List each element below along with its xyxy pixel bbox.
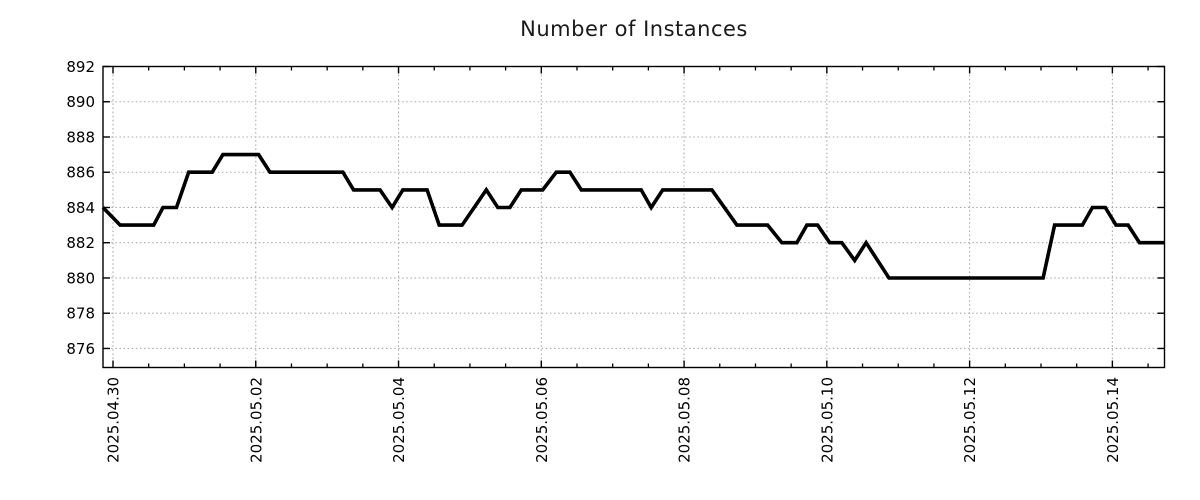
- x-tick-label: 2025.04.30: [104, 377, 122, 463]
- y-tick-label: 888: [66, 128, 95, 146]
- y-tick-label: 878: [66, 305, 95, 323]
- y-tick-label: 884: [66, 199, 95, 217]
- x-tick-label: 2025.05.06: [533, 377, 551, 463]
- y-tick-label: 880: [66, 269, 95, 287]
- x-tick-label: 2025.05.14: [1104, 377, 1122, 463]
- plot-border: [102, 65, 1166, 369]
- x-tick-label: 2025.05.02: [247, 377, 265, 463]
- y-tick-label: 892: [66, 58, 95, 76]
- x-tick-label: 2025.05.08: [676, 377, 694, 463]
- x-tick-label: 2025.05.12: [961, 377, 979, 463]
- y-tick-label: 886: [66, 164, 95, 182]
- x-tick-label: 2025.05.04: [390, 377, 408, 463]
- data-line-instances: [101, 152, 1165, 280]
- y-tick-label: 890: [66, 93, 95, 111]
- y-tick-label: 882: [66, 234, 95, 252]
- chart-title: Number of Instances: [520, 17, 748, 41]
- y-tick-label: 876: [66, 340, 95, 358]
- x-tick-label: 2025.05.10: [818, 377, 836, 463]
